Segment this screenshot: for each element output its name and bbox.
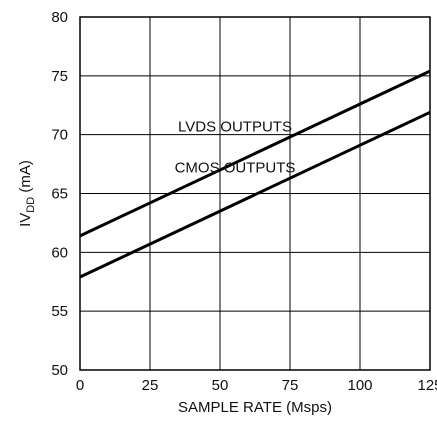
y-axis-title-subscript: DD (25, 197, 37, 213)
y-tick-label: 70 (51, 127, 68, 144)
x-tick-label: 0 (76, 377, 84, 394)
series-line-1 (79, 69, 431, 238)
y-tick-label: 65 (51, 186, 68, 203)
series-line-2 (79, 110, 431, 279)
x-tick-label: 25 (142, 377, 159, 394)
y-axis-title: IVDD (mA) (17, 160, 37, 227)
y-axis-ticks: 50 55 60 65 70 75 80 (51, 9, 68, 379)
y-tick-label: 75 (51, 68, 68, 85)
y-axis-title-prefix: IV (17, 213, 34, 227)
series-lines (79, 69, 431, 279)
y-tick-label: 55 (51, 303, 68, 320)
series-label-2: CMOS OUTPUTS (175, 160, 296, 177)
y-tick-label: 60 (51, 244, 68, 261)
series-labels: LVDS OUTPUTS CMOS OUTPUTS (175, 118, 296, 176)
x-tick-label: 50 (212, 377, 229, 394)
plot-frame (79, 16, 431, 371)
x-tick-label: 100 (347, 377, 372, 394)
y-tick-label: 50 (51, 362, 68, 379)
x-tick-label: 75 (282, 377, 299, 394)
y-axis-title-suffix: (mA) (17, 160, 34, 197)
x-axis-title: SAMPLE RATE (Msps) (178, 399, 332, 416)
x-axis-ticks: 0 25 50 75 100 125 (76, 377, 437, 394)
series-label-1: LVDS OUTPUTS (178, 118, 292, 135)
x-tick-label: 125 (417, 377, 437, 394)
y-tick-label: 80 (51, 9, 68, 26)
